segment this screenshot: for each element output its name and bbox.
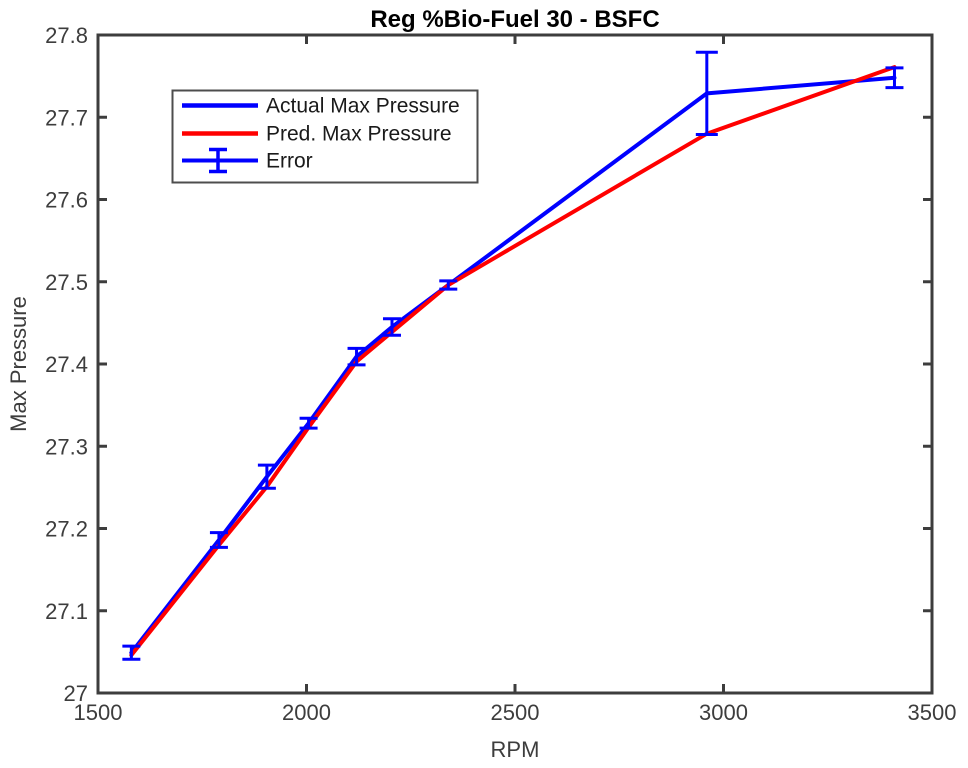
error-bar [695, 50, 718, 137]
legend-entry-label: Error [266, 150, 313, 173]
error-bar [347, 346, 366, 367]
plot-area: 1500 2000 2500 3000 3500 27 27.1 27.2 27.3 27.4 27… [45, 23, 956, 725]
y-tick-label: 27.3 [45, 434, 88, 459]
legend-entry: Error [182, 147, 313, 174]
y-tick-label: 27.4 [45, 352, 88, 377]
y-tick-label: 27.1 [45, 599, 88, 624]
x-tick-label: 3500 [908, 700, 957, 725]
x-tick-label: 2000 [282, 700, 331, 725]
legend-entry: Actual Max Pressure [182, 95, 460, 118]
error-bar [439, 279, 458, 291]
y-tick-label: 27.6 [45, 188, 88, 213]
chart-title: Reg %Bio-Fuel 30 - BSFC [370, 6, 659, 33]
legend-entry-label: Actual Max Pressure [266, 95, 460, 118]
y-tick-label: 27 [64, 681, 88, 706]
error-bar [122, 644, 141, 661]
y-tick-label: 27.7 [45, 105, 88, 130]
error-bar [299, 416, 318, 430]
y-tick-label: 27.8 [45, 23, 88, 48]
y-axis-label: Max Pressure [6, 296, 31, 432]
error-bar [382, 317, 401, 337]
legend-entry: Pred. Max Pressure [182, 123, 452, 146]
error-bar [257, 463, 276, 490]
x-tick-label: 1500 [74, 700, 123, 725]
legend-entry-label: Pred. Max Pressure [266, 123, 452, 146]
x-tick-label: 3000 [699, 700, 748, 725]
legend: Actual Max Pressure Pred. Max Pressure Err… [171, 89, 479, 184]
error-bar [209, 531, 228, 549]
y-tick-label: 27.5 [45, 270, 88, 295]
error-bar [885, 66, 904, 90]
y-tick-label: 27.2 [45, 517, 88, 542]
x-axis-label: RPM [491, 737, 540, 762]
x-tick-label: 2500 [491, 700, 540, 725]
